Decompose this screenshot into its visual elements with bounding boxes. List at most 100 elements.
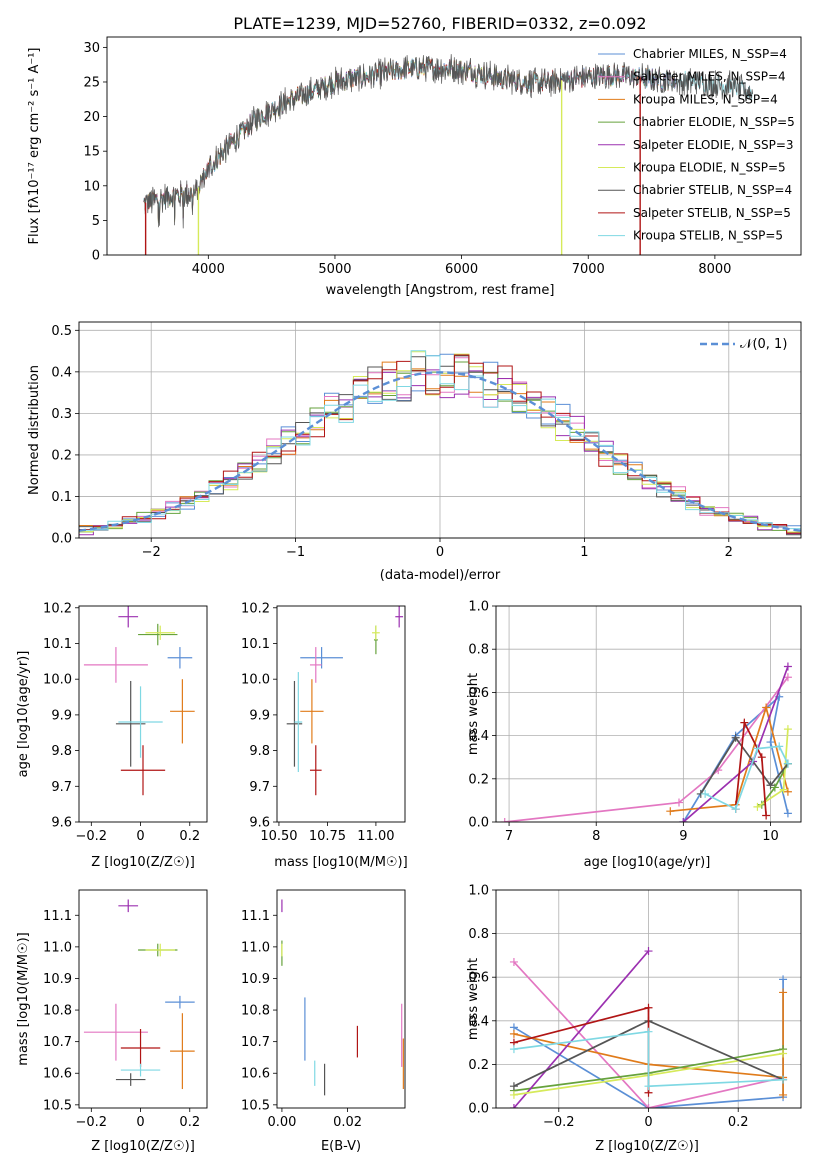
x-tick-label: 7000	[572, 262, 605, 277]
y-tick-label: 0.6	[468, 971, 489, 986]
x-tick-label: 2	[725, 545, 733, 560]
y-axis-label: mass weight	[466, 673, 481, 755]
weight-marker	[644, 1027, 653, 1036]
y-tick-label: 10.2	[241, 601, 270, 616]
y-tick-label: 0.8	[468, 927, 489, 942]
y-tick-label: 9.6	[51, 816, 72, 831]
y-tick-label: 10.6	[43, 1067, 72, 1082]
weight-line	[513, 961, 784, 1108]
x-tick-label: 5000	[318, 262, 351, 277]
weight-line	[670, 704, 789, 813]
x-axis-label: mass [log10(M/M☉)]	[274, 855, 407, 870]
axes-frame	[78, 889, 208, 1109]
legend-label: Kroupa ELODIE, N_SSP=5	[633, 161, 786, 175]
y-tick-label: 10.5	[43, 1098, 72, 1113]
axes-residuals: −2 −1 0 1 2 0.0 0.1 0.2 0.3 0.4 0.5	[51, 321, 802, 560]
x-tick-label: 0.00	[267, 1115, 296, 1130]
weight-marker	[779, 988, 788, 997]
weight-marker	[779, 1049, 788, 1058]
y-tick-label: 9.7	[249, 780, 270, 795]
y-tick-label: 0.4	[51, 365, 72, 380]
plot-area	[281, 899, 404, 1096]
y-tick-label: 11.1	[241, 909, 270, 924]
y-tick-label: 10.9	[43, 972, 72, 987]
y-tick-label: 0.0	[51, 532, 72, 547]
x-tick-label: −0.2	[76, 1115, 108, 1130]
legend-label: Chabrier MILES, N_SSP=4	[633, 47, 787, 61]
legend-label: Chabrier STELIB, N_SSP=4	[633, 183, 792, 197]
x-tick-label: 8000	[698, 262, 731, 277]
plot-area	[500, 662, 792, 822]
weight-marker	[783, 725, 792, 734]
weight-line	[704, 745, 789, 811]
weight-marker	[783, 787, 792, 796]
axes-weight-vs-age: 7 8 9 10 0.0 0.2 0.4 0.6 0.8 1.0	[468, 600, 802, 844]
weight-marker	[779, 785, 788, 794]
x-tick-label: 10	[762, 829, 779, 844]
axes-frame	[495, 605, 802, 823]
y-axis-label: Flux [fλ10⁻¹⁷ erg cm⁻² s⁻¹ A⁻¹]	[27, 48, 42, 245]
y-tick-label: 11.1	[43, 909, 72, 924]
axes-age-vs-Z: −0.2 0 0.2 9.6 9.7 9.8 9.9 10.0 10.1 10.2	[43, 601, 208, 844]
legend-label: Kroupa MILES, N_SSP=4	[633, 92, 778, 106]
axes-weight-vs-Z: −0.2 0 0.2 0.0 0.2 0.4 0.6 0.8 1.0	[468, 884, 802, 1130]
y-tick-label: 0.5	[51, 324, 72, 339]
x-tick-label: −1	[286, 545, 305, 560]
y-tick-label: 11.0	[241, 940, 270, 955]
x-tick-label: 1	[580, 545, 588, 560]
plot-area	[286, 606, 404, 796]
y-tick-label: 15	[83, 145, 100, 160]
x-axis-label: wavelength [Angstrom, rest frame]	[326, 283, 555, 298]
weight-marker	[753, 802, 762, 811]
y-tick-label: 10.8	[241, 1004, 270, 1019]
y-axis-label: mass [log10(M/M☉)]	[16, 932, 31, 1065]
x-tick-label: 0	[644, 1115, 652, 1130]
y-tick-label: 20	[83, 110, 100, 125]
weight-marker	[644, 1104, 653, 1108]
x-axis-label: Z [log10(Z/Z☉)]	[91, 855, 195, 870]
weight-marker	[775, 742, 784, 751]
legend-label: Chabrier ELODIE, N_SSP=5	[633, 115, 795, 129]
weight-marker	[762, 811, 771, 820]
y-tick-label: 0.2	[468, 772, 489, 787]
x-axis-label: Z [log10(Z/Z☉)]	[91, 1139, 195, 1154]
weight-marker	[770, 783, 779, 792]
x-tick-label: 0.2	[179, 1115, 200, 1130]
weight-marker	[783, 673, 792, 682]
x-tick-label: 6000	[445, 262, 478, 277]
weight-line	[513, 950, 650, 1108]
x-tick-label: 7	[505, 829, 513, 844]
y-axis-label: mass weight	[466, 958, 481, 1040]
y-axis-label: age [log10(age/yr)]	[16, 651, 31, 778]
y-tick-label: 9.6	[249, 816, 270, 831]
x-tick-label: 9	[679, 829, 687, 844]
y-tick-label: 9.8	[51, 744, 72, 759]
x-tick-label: −0.2	[76, 829, 108, 844]
x-tick-label: 0.2	[179, 829, 200, 844]
axes-frame	[276, 605, 406, 823]
y-tick-label: 10.1	[241, 637, 270, 652]
y-tick-label: 0	[92, 249, 100, 264]
gaussian-curve	[79, 371, 801, 532]
weight-line	[682, 666, 789, 822]
axes-frame	[78, 321, 802, 539]
y-tick-label: 10.9	[241, 972, 270, 987]
y-tick-label: 0.0	[468, 1102, 489, 1117]
spectrum-data	[143, 54, 753, 229]
y-tick-label: 10.7	[241, 1035, 270, 1050]
weight-marker	[509, 1029, 518, 1038]
y-tick-label: 9.7	[51, 780, 72, 795]
y-tick-label: 0.4	[468, 1014, 489, 1029]
weight-marker	[783, 759, 792, 768]
plot-area	[79, 350, 801, 537]
x-tick-label: 0	[136, 829, 144, 844]
weight-marker	[783, 809, 792, 818]
plot-area	[83, 606, 195, 796]
weight-marker	[509, 1082, 518, 1091]
y-tick-label: 11.0	[43, 940, 72, 955]
weight-marker	[783, 662, 792, 671]
y-tick-label: 0.2	[468, 1058, 489, 1073]
y-tick-label: 10.0	[241, 673, 270, 688]
axes-spectrum: 4000 5000 6000 7000 8000 0 5 10 15 20 25 30	[83, 36, 802, 277]
